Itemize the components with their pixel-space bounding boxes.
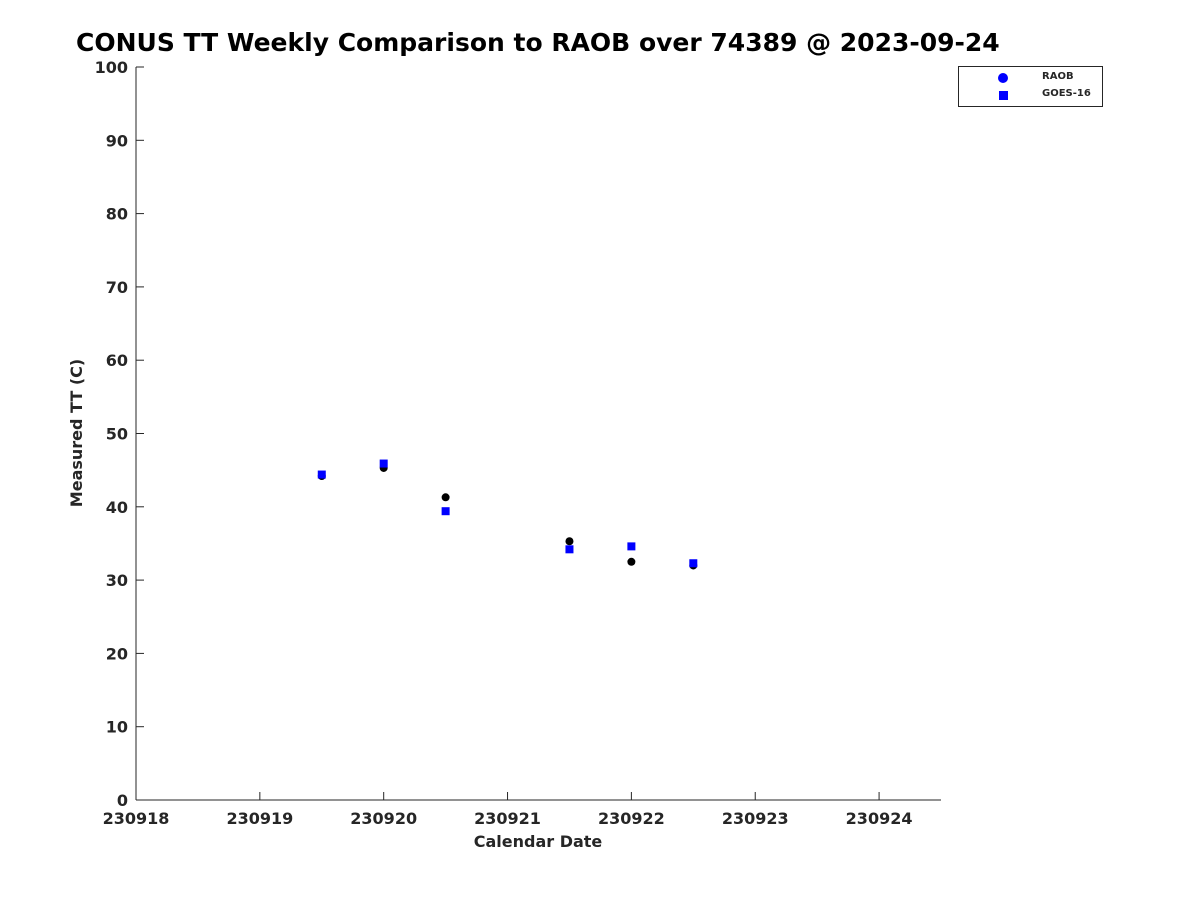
y-tick-label: 50 [106,425,128,444]
x-tick-label: 230921 [474,809,541,828]
x-tick-label: 230924 [846,809,913,828]
legend-item-goes16: GOES-16 [959,87,1102,103]
x-tick-label: 230920 [350,809,417,828]
goes16-point [689,559,698,568]
x-tick-label: 230918 [103,809,170,828]
y-tick-label: 20 [106,644,128,663]
goes16-point [441,507,450,516]
y-tick-label: 40 [106,498,128,517]
y-tick-label: 0 [117,791,128,810]
goes16-point [379,459,388,468]
y-tick-label: 60 [106,351,128,370]
y-tick-label: 90 [106,131,128,150]
raob-point [441,493,450,502]
y-axis-label: Measured TT (C) [67,359,86,507]
goes16-point [627,542,636,551]
legend-circle-marker-icon [998,73,1008,83]
goes16-point [565,545,574,554]
legend-label-raob: RAOB [1042,71,1074,82]
legend-label-goes16: GOES-16 [1042,88,1091,99]
raob-point [565,537,574,546]
x-tick-label: 230922 [598,809,665,828]
y-tick-label: 10 [106,718,128,737]
raob-point [627,557,636,566]
legend: RAOB GOES-16 [958,66,1103,107]
x-tick-label: 230919 [226,809,293,828]
goes16-point [317,470,326,479]
x-axis-label: Calendar Date [474,832,603,851]
y-tick-label: 70 [106,278,128,297]
chart-title: CONUS TT Weekly Comparison to RAOB over … [76,28,1000,57]
legend-square-marker-icon [999,91,1008,100]
legend-item-raob: RAOB [959,70,1102,86]
x-tick-label: 230923 [722,809,789,828]
y-tick-label: 100 [95,58,128,77]
y-tick-label: 80 [106,205,128,224]
y-tick-label: 30 [106,571,128,590]
